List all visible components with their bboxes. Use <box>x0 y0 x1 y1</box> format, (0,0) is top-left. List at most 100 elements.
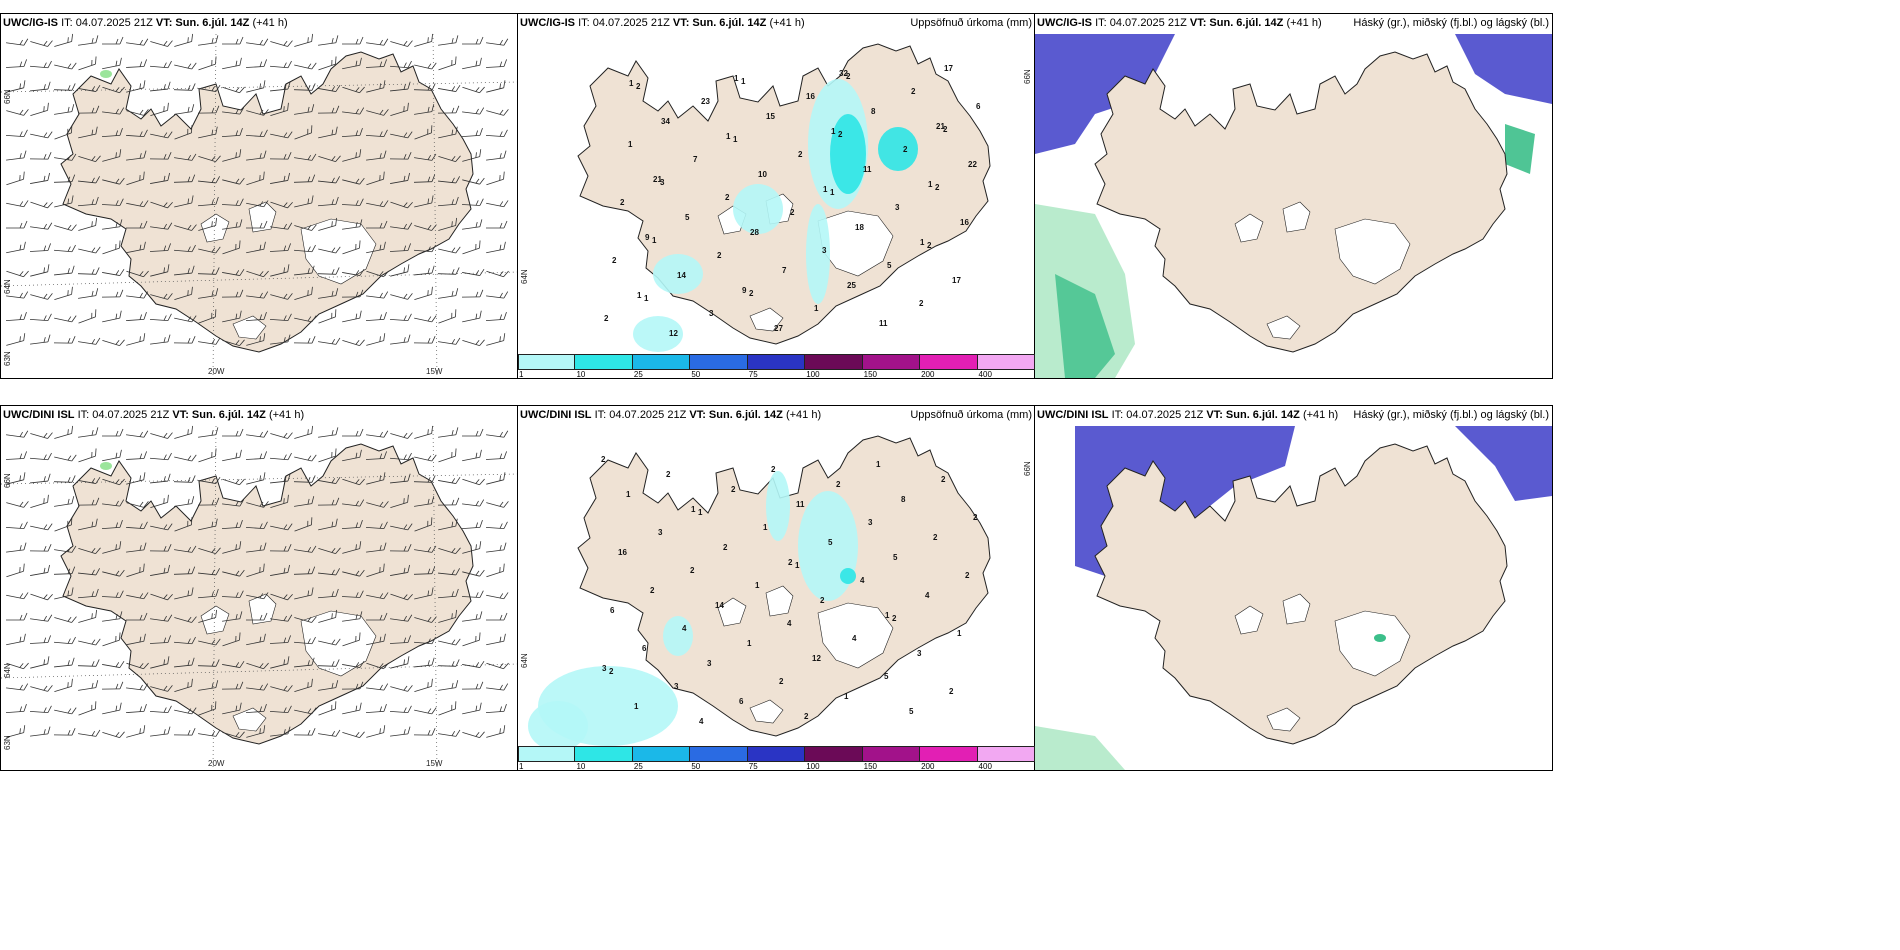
wind-barb <box>269 313 292 322</box>
precip-value-label: 1 <box>957 629 962 638</box>
barb-feather <box>91 107 95 114</box>
precip-areas <box>633 79 918 352</box>
precip-value-label: 15 <box>766 112 775 121</box>
barb-feather <box>499 636 502 643</box>
wind-barb <box>125 59 147 68</box>
barb-feather <box>115 732 120 737</box>
barb-feather <box>23 312 27 320</box>
barb-shaft <box>437 273 457 275</box>
precip-value-label: 3 <box>895 203 900 212</box>
barb-shaft <box>126 502 144 508</box>
barb-shaft <box>77 273 97 275</box>
barb-feather <box>331 548 336 553</box>
wind-barb <box>317 497 340 506</box>
barb-feather <box>403 659 405 665</box>
wind-barb <box>174 315 197 323</box>
wind-barb <box>437 196 459 207</box>
barb-feather <box>451 312 453 319</box>
barb-shaft <box>270 133 288 139</box>
barb-feather <box>431 244 436 252</box>
barb-feather <box>311 707 317 715</box>
barb-shaft <box>317 203 337 207</box>
wind-barb <box>30 473 51 484</box>
wind-barb <box>174 265 195 276</box>
barb-shaft <box>6 248 24 254</box>
barb-shaft <box>366 340 384 346</box>
barb-feather <box>359 219 363 227</box>
barb-feather <box>311 195 314 204</box>
barb-feather <box>23 171 25 180</box>
barb-feather <box>191 454 197 462</box>
barb-feather <box>71 315 77 323</box>
precip-value-label: 1 <box>814 304 819 313</box>
barb-feather <box>259 501 264 507</box>
barb-feather <box>211 730 216 736</box>
barb-feather <box>95 609 98 618</box>
wind-barb <box>270 293 293 300</box>
wind-barb <box>54 425 74 439</box>
barb-feather <box>119 569 125 577</box>
wind-barb <box>245 59 267 68</box>
barb-feather <box>167 222 173 230</box>
wind-barb <box>6 333 26 346</box>
barb-feather <box>115 291 119 298</box>
barb-feather <box>355 635 357 642</box>
barb-feather <box>119 149 122 157</box>
barb-feather <box>283 637 287 643</box>
barb-feather <box>451 247 456 253</box>
barb-feather <box>499 593 504 599</box>
barb-feather <box>91 569 95 575</box>
barb-shaft <box>101 134 121 138</box>
barb-shaft <box>102 571 120 577</box>
wind-barb <box>102 268 125 276</box>
wind-barb <box>102 702 122 715</box>
barb-shaft <box>126 87 144 93</box>
barb-feather <box>163 729 166 735</box>
barb-feather <box>19 567 21 573</box>
wind-barb <box>462 149 482 162</box>
wind-barb <box>197 267 220 275</box>
barb-feather <box>139 728 141 734</box>
wind-barb <box>78 126 98 139</box>
longitude-line <box>432 425 438 770</box>
wind-barb <box>438 176 461 184</box>
wind-barb <box>30 201 53 209</box>
lon-label: 15W <box>426 367 443 376</box>
barb-shaft <box>53 181 73 183</box>
barb-shaft <box>270 271 288 277</box>
barb-feather <box>451 86 456 92</box>
barb-feather <box>43 132 48 138</box>
precip-value-label: 1 <box>830 188 835 197</box>
barb-feather <box>455 84 461 92</box>
barb-feather <box>331 613 333 619</box>
wind-barb <box>462 632 481 647</box>
barb-shaft <box>414 617 432 623</box>
barb-feather <box>431 728 436 736</box>
barb-feather <box>311 425 314 434</box>
barb-shaft <box>270 480 288 484</box>
barb-feather <box>119 198 124 206</box>
barb-feather <box>239 478 245 486</box>
barb-feather <box>283 545 287 552</box>
wind-barb <box>221 289 244 298</box>
barb-feather <box>335 588 339 597</box>
barb-feather <box>503 241 506 250</box>
wind-barb <box>126 291 149 299</box>
wind-barb <box>486 333 506 346</box>
wind-barb <box>342 107 365 115</box>
barb-feather <box>115 270 120 276</box>
barb-feather <box>91 591 94 597</box>
precip-value-label: 2 <box>636 82 641 91</box>
wind-barb <box>30 593 53 601</box>
barb-feather <box>311 33 314 42</box>
wind-barb <box>246 501 269 508</box>
barb-feather <box>115 130 119 136</box>
barb-feather <box>91 86 96 92</box>
barb-shaft <box>221 596 241 598</box>
precip-value-label: 8 <box>871 107 876 116</box>
barb-shaft <box>150 109 168 117</box>
wind-barb <box>221 198 244 206</box>
barb-feather <box>115 200 119 206</box>
barb-feather <box>187 546 192 552</box>
barb-shaft <box>366 479 384 485</box>
